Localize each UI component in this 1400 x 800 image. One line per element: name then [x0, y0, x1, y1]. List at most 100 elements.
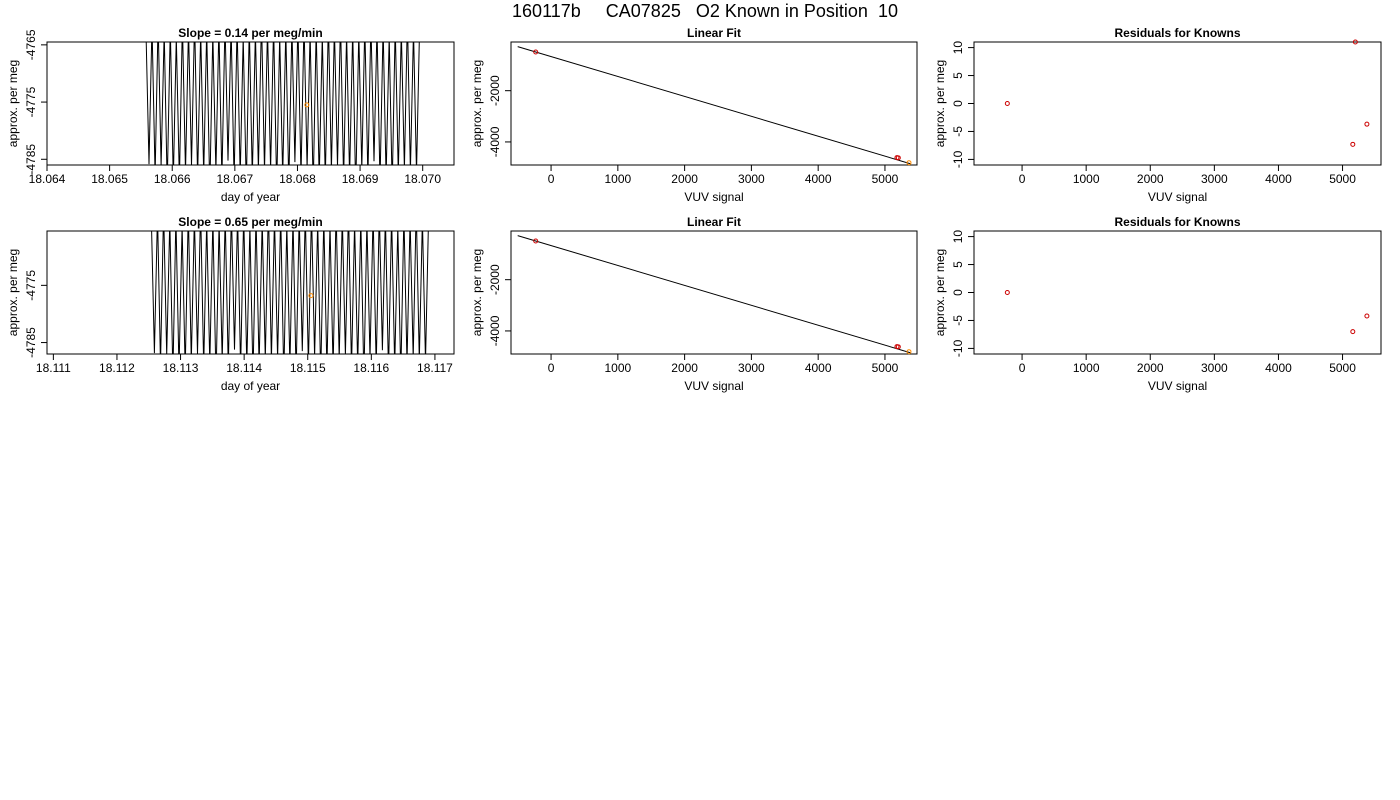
x-tick-label: 3000 — [738, 172, 765, 186]
x-tick-label: 1000 — [604, 172, 631, 186]
data-trace — [145, 42, 420, 165]
y-axis-label: approx. per meg — [933, 249, 947, 336]
x-tick-label: 0 — [548, 172, 555, 186]
panel-5 — [505, 230, 918, 360]
plot-title: Linear Fit — [687, 26, 741, 40]
plot-title: Slope = 0.65 per meg/min — [178, 215, 322, 229]
x-tick-label: 18.116 — [353, 361, 389, 375]
x-tick-label: 18.064 — [29, 172, 66, 186]
y-tick-label: -4785 — [24, 144, 38, 175]
panel-2 — [505, 41, 918, 171]
x-tick-label: 18.067 — [216, 172, 253, 186]
x-axis-label: VUV signal — [1148, 190, 1207, 204]
x-tick-label: 5000 — [1329, 361, 1356, 375]
data-point — [906, 349, 912, 355]
data-trace — [151, 231, 429, 354]
y-tick-label: -5 — [951, 126, 965, 137]
plot-area — [145, 42, 420, 165]
x-tick-label: 18.070 — [404, 172, 441, 186]
plot-frame — [973, 41, 1382, 166]
y-tick-label: 5 — [951, 72, 965, 79]
x-tick-label: 4000 — [1265, 361, 1292, 375]
y-tick-label: -4775 — [24, 270, 38, 301]
x-axis-label: day of year — [221, 190, 280, 204]
plot-frame — [973, 230, 1382, 355]
y-tick-label: -4775 — [24, 86, 38, 117]
x-tick-label: 18.065 — [91, 172, 128, 186]
x-axis-label: VUV signal — [684, 379, 743, 393]
plot-frame — [510, 230, 918, 355]
y-tick-label: -4000 — [488, 126, 502, 157]
fit-line — [517, 235, 911, 354]
x-tick-label: 18.113 — [163, 361, 199, 375]
y-tick-label: -2000 — [488, 75, 502, 106]
data-point — [1350, 329, 1356, 335]
data-point — [906, 160, 912, 166]
plot-area — [517, 46, 911, 165]
x-tick-label: 18.068 — [279, 172, 316, 186]
plot-title: Linear Fit — [687, 215, 741, 229]
data-point — [1004, 290, 1010, 295]
y-axis-label: approx. per meg — [470, 249, 484, 336]
plot-frame — [510, 41, 918, 166]
x-tick-label: 18.111 — [36, 361, 71, 375]
y-axis-label: approx. per meg — [6, 60, 20, 147]
x-tick-label: 0 — [1019, 172, 1026, 186]
plot-title: Residuals for Knowns — [1114, 215, 1240, 229]
x-tick-label: 18.066 — [154, 172, 191, 186]
data-point — [308, 293, 314, 299]
x-axis-label: day of year — [221, 379, 280, 393]
data-point — [1004, 101, 1010, 106]
x-tick-label: 18.115 — [290, 361, 326, 375]
x-tick-label: 3000 — [1201, 361, 1228, 375]
y-tick-label: -4000 — [488, 315, 502, 346]
x-tick-label: 2000 — [671, 172, 698, 186]
data-point — [895, 155, 901, 161]
x-tick-label: 1000 — [1073, 172, 1100, 186]
fit-line — [517, 46, 911, 165]
panel-4 — [41, 230, 455, 360]
y-tick-label: 0 — [951, 100, 965, 107]
data-point — [533, 238, 539, 244]
data-point — [1364, 121, 1370, 127]
plot-area — [517, 235, 911, 354]
x-tick-label: 4000 — [805, 172, 832, 186]
plot-title: Slope = 0.14 per meg/min — [178, 26, 322, 40]
data-point — [1364, 313, 1370, 319]
x-tick-label: 4000 — [1265, 172, 1292, 186]
x-tick-label: 18.117 — [417, 361, 453, 375]
page-title: 160117b CA07825 O2 Known in Position 10 — [512, 1, 898, 21]
y-tick-label: -4765 — [24, 29, 38, 60]
x-tick-label: 5000 — [872, 361, 899, 375]
x-axis-label: VUV signal — [684, 190, 743, 204]
x-axis-label: VUV signal — [1148, 379, 1207, 393]
panel-1 — [41, 41, 455, 171]
y-axis-label: approx. per meg — [6, 249, 20, 336]
y-axis-label: approx. per meg — [470, 60, 484, 147]
x-tick-label: 18.114 — [226, 361, 262, 375]
data-point — [895, 344, 901, 350]
y-axis-label: approx. per meg — [933, 60, 947, 147]
y-tick-label: -4785 — [24, 327, 38, 358]
y-tick-label: 10 — [951, 41, 965, 55]
panel-6 — [968, 230, 1382, 360]
x-tick-label: 2000 — [1137, 172, 1164, 186]
x-tick-label: 2000 — [1137, 361, 1164, 375]
x-tick-label: 3000 — [1201, 172, 1228, 186]
x-tick-label: 1000 — [1073, 361, 1100, 375]
x-tick-label: 4000 — [805, 361, 832, 375]
plot-frame — [46, 41, 455, 166]
data-point — [304, 102, 310, 108]
y-tick-label: -5 — [951, 315, 965, 326]
data-point — [1350, 141, 1356, 147]
plot-area — [151, 231, 429, 354]
y-tick-label: -2000 — [488, 264, 502, 295]
x-tick-label: 0 — [548, 361, 555, 375]
y-tick-label: 10 — [951, 230, 965, 244]
y-tick-label: -10 — [951, 150, 965, 168]
x-tick-label: 18.069 — [342, 172, 379, 186]
x-tick-label: 1000 — [604, 361, 631, 375]
data-point — [533, 49, 539, 55]
plot-title: Residuals for Knowns — [1114, 26, 1240, 40]
